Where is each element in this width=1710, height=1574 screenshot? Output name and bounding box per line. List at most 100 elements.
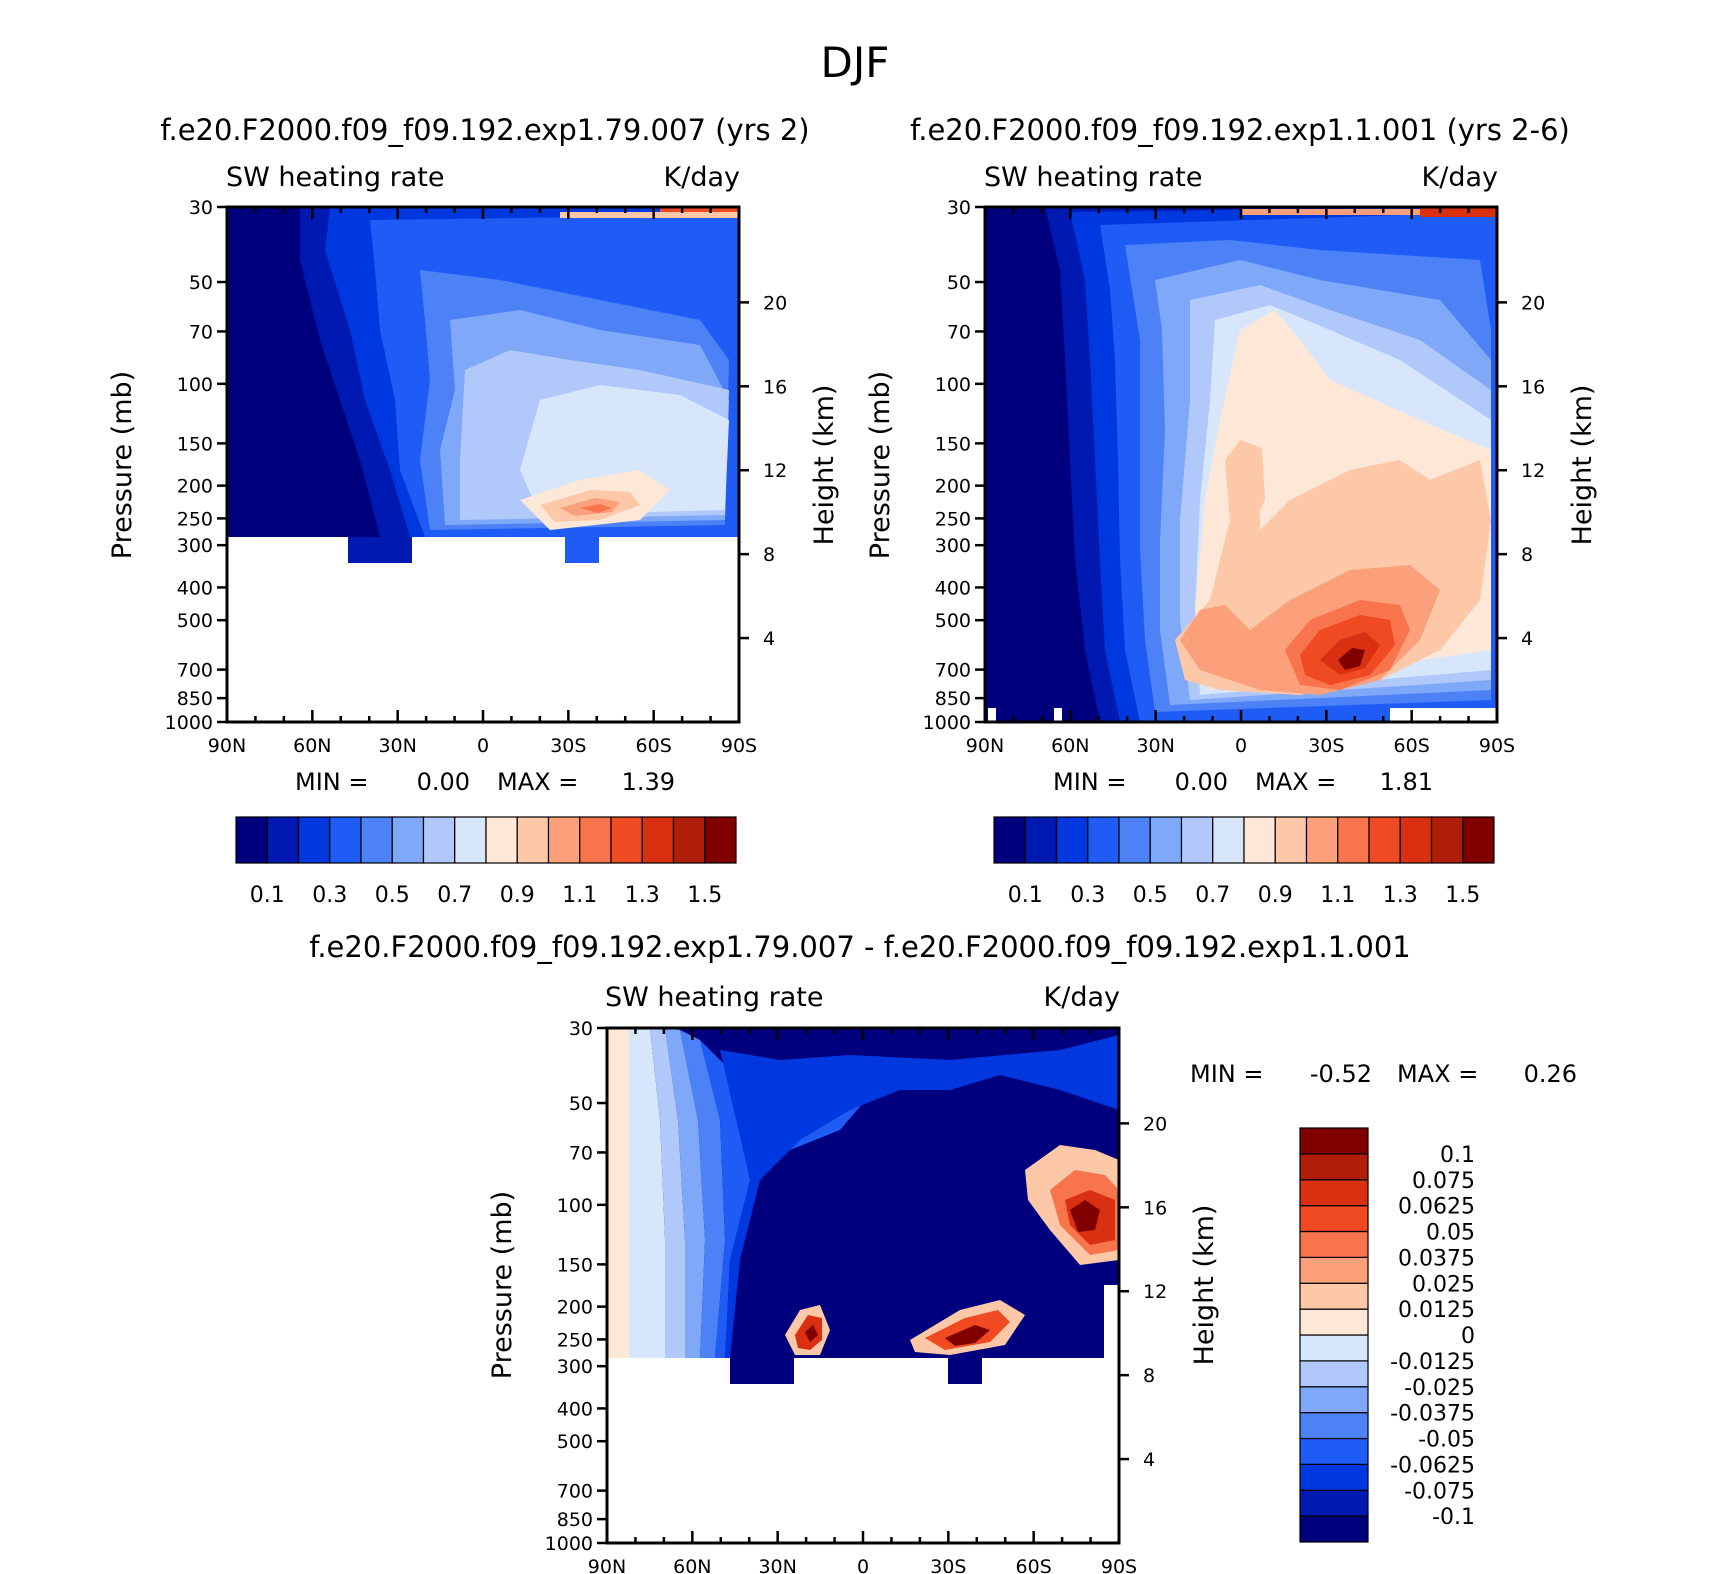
height-tick-label: 12 bbox=[763, 460, 787, 482]
panel-1-units-label: K/day bbox=[664, 162, 740, 193]
x-tick-label: 90S bbox=[1479, 735, 1515, 757]
panel-3-min-value: -0.52 bbox=[1310, 1060, 1372, 1088]
panel-3-band-pos-0.1 bbox=[1070, 1200, 1100, 1232]
colorbar-swatch bbox=[266, 816, 300, 864]
panel-3-band-pos-low-left-3 bbox=[805, 1325, 818, 1342]
height-tick-label: 4 bbox=[1521, 628, 1533, 650]
panel-2: f.e20.F2000.f09_f09.192.exp1.1.001 (yrs … bbox=[865, 113, 1598, 908]
colorbar-swatch bbox=[672, 816, 706, 864]
colorbar-swatch bbox=[993, 816, 1026, 864]
panel-1-plot bbox=[225, 205, 741, 724]
panel-3: f.e20.F2000.f09_f09.192.exp1.79.007 - f.… bbox=[309, 930, 1577, 1574]
colorbar-swatch bbox=[1180, 816, 1214, 864]
colorbar-label: 0.0625 bbox=[1398, 1195, 1475, 1220]
colorbar-swatch bbox=[422, 816, 456, 864]
pressure-tick-label: 50 bbox=[569, 1093, 593, 1115]
colorbar-label: 1.5 bbox=[1445, 883, 1480, 908]
panel-2-missing-data-2 bbox=[1054, 708, 1062, 722]
panel-2-max-label: MAX = bbox=[1255, 768, 1336, 796]
colorbar-swatch bbox=[1299, 1308, 1369, 1336]
pressure-tick-label: 200 bbox=[557, 1297, 593, 1319]
x-tick-label: 30S bbox=[1308, 735, 1344, 757]
colorbar-swatch bbox=[1337, 816, 1370, 864]
x-tick-label: 90S bbox=[1101, 1556, 1137, 1574]
panel-2-max-value: 1.81 bbox=[1380, 768, 1433, 796]
panel-3-band-pos-0.0125 bbox=[607, 1028, 629, 1358]
panel-3-y2-ticks: 20 16 12 8 4 bbox=[1119, 1113, 1167, 1471]
panel-1-lowlevel-notch bbox=[348, 537, 412, 563]
pressure-tick-label: 70 bbox=[947, 321, 971, 343]
x-tick-label: 30N bbox=[378, 735, 416, 757]
colorbar-swatch bbox=[1299, 1360, 1369, 1388]
panel-3-colorbar: 0.10.0750.06250.050.03750.0250.01250-0.0… bbox=[1299, 1127, 1475, 1543]
panel-3-missing-data-right bbox=[1104, 1285, 1119, 1358]
pressure-tick-label: 30 bbox=[189, 197, 213, 219]
colorbar-swatch bbox=[1399, 816, 1433, 864]
colorbar-swatch bbox=[1299, 1334, 1369, 1362]
panel-3-band-neg-0.075 bbox=[720, 1035, 1119, 1358]
panel-3-variable-label: SW heating rate bbox=[605, 982, 823, 1013]
pressure-tick-label: 200 bbox=[935, 476, 971, 498]
colorbar-label: 1.5 bbox=[687, 883, 722, 908]
panel-2-units-label: K/day bbox=[1422, 162, 1498, 193]
colorbar-swatch bbox=[1299, 1489, 1369, 1517]
x-tick-label: 60S bbox=[636, 735, 672, 757]
pressure-tick-label: 700 bbox=[935, 660, 971, 682]
pressure-tick-label: 300 bbox=[557, 1356, 593, 1378]
x-tick-label: 60N bbox=[1051, 735, 1089, 757]
panel-3-y2-axis-label: Height (km) bbox=[1189, 1205, 1220, 1366]
colorbar-swatch bbox=[547, 816, 581, 864]
colorbar-label: 0.5 bbox=[1133, 883, 1168, 908]
colorbar-label: 0.025 bbox=[1412, 1272, 1475, 1297]
pressure-tick-label: 70 bbox=[569, 1142, 593, 1164]
x-tick-label: 90N bbox=[588, 1556, 626, 1574]
panel-3-max-value: 0.26 bbox=[1524, 1060, 1577, 1088]
panel-1-max-label: MAX = bbox=[497, 768, 578, 796]
height-tick-label: 8 bbox=[1143, 1365, 1155, 1387]
colorbar-label: -0.075 bbox=[1404, 1479, 1475, 1504]
pressure-tick-label: 100 bbox=[177, 374, 213, 396]
panel-1-title: f.e20.F2000.f09_f09.192.exp1.79.007 (yrs… bbox=[160, 113, 809, 147]
x-tick-label: 90N bbox=[966, 735, 1004, 757]
colorbar-label: 0.1 bbox=[250, 883, 285, 908]
main-title: DJF bbox=[821, 38, 890, 87]
colorbar-label: 0 bbox=[1461, 1324, 1475, 1349]
panel-3-x-ticks: 90N 60N 30N 0 30S 60S 90S bbox=[588, 1028, 1137, 1574]
panel-3-missing-data bbox=[607, 1358, 1119, 1543]
panel-1-y2-ticks: 20 16 12 8 4 bbox=[739, 292, 787, 650]
pressure-tick-label: 400 bbox=[557, 1398, 593, 1420]
colorbar-swatch bbox=[1299, 1463, 1369, 1491]
pressure-tick-label: 500 bbox=[557, 1431, 593, 1453]
colorbar-swatch bbox=[1118, 816, 1151, 864]
height-tick-label: 4 bbox=[763, 628, 775, 650]
panel-2-x-ticks: 90N 60N 30N 0 30S 60S 90S bbox=[966, 207, 1515, 757]
colorbar-swatch bbox=[391, 816, 425, 864]
height-tick-label: 4 bbox=[1143, 1449, 1155, 1471]
panel-1-variable-label: SW heating rate bbox=[226, 162, 444, 193]
panel-2-missing-data-3 bbox=[1390, 708, 1496, 722]
colorbar-swatch bbox=[235, 816, 268, 864]
pressure-tick-label: 150 bbox=[557, 1254, 593, 1276]
panel-1-band-1.2 bbox=[580, 504, 612, 513]
colorbar-swatch bbox=[610, 816, 643, 864]
pressure-tick-label: 30 bbox=[569, 1018, 593, 1040]
colorbar-label: 0.05 bbox=[1426, 1221, 1475, 1246]
colorbar-swatch bbox=[485, 816, 518, 864]
pressure-tick-label: 70 bbox=[189, 321, 213, 343]
x-tick-label: 30N bbox=[1136, 735, 1174, 757]
colorbar-swatch bbox=[1149, 816, 1183, 864]
pressure-tick-label: 850 bbox=[557, 1509, 593, 1531]
panel-2-band-1.1-side bbox=[1188, 625, 1212, 655]
colorbar-swatch bbox=[1462, 816, 1495, 864]
colorbar-label: 1.3 bbox=[625, 883, 660, 908]
x-tick-label: 0 bbox=[1235, 735, 1247, 757]
pressure-tick-label: 1000 bbox=[545, 1533, 593, 1555]
pressure-tick-label: 400 bbox=[177, 577, 213, 599]
colorbar-swatch bbox=[1055, 816, 1089, 864]
height-tick-label: 12 bbox=[1521, 460, 1545, 482]
colorbar-label: -0.0375 bbox=[1390, 1402, 1475, 1427]
colorbar-label: -0.1 bbox=[1432, 1505, 1475, 1530]
colorbar-label: 1.3 bbox=[1383, 883, 1418, 908]
height-tick-label: 8 bbox=[1521, 544, 1533, 566]
